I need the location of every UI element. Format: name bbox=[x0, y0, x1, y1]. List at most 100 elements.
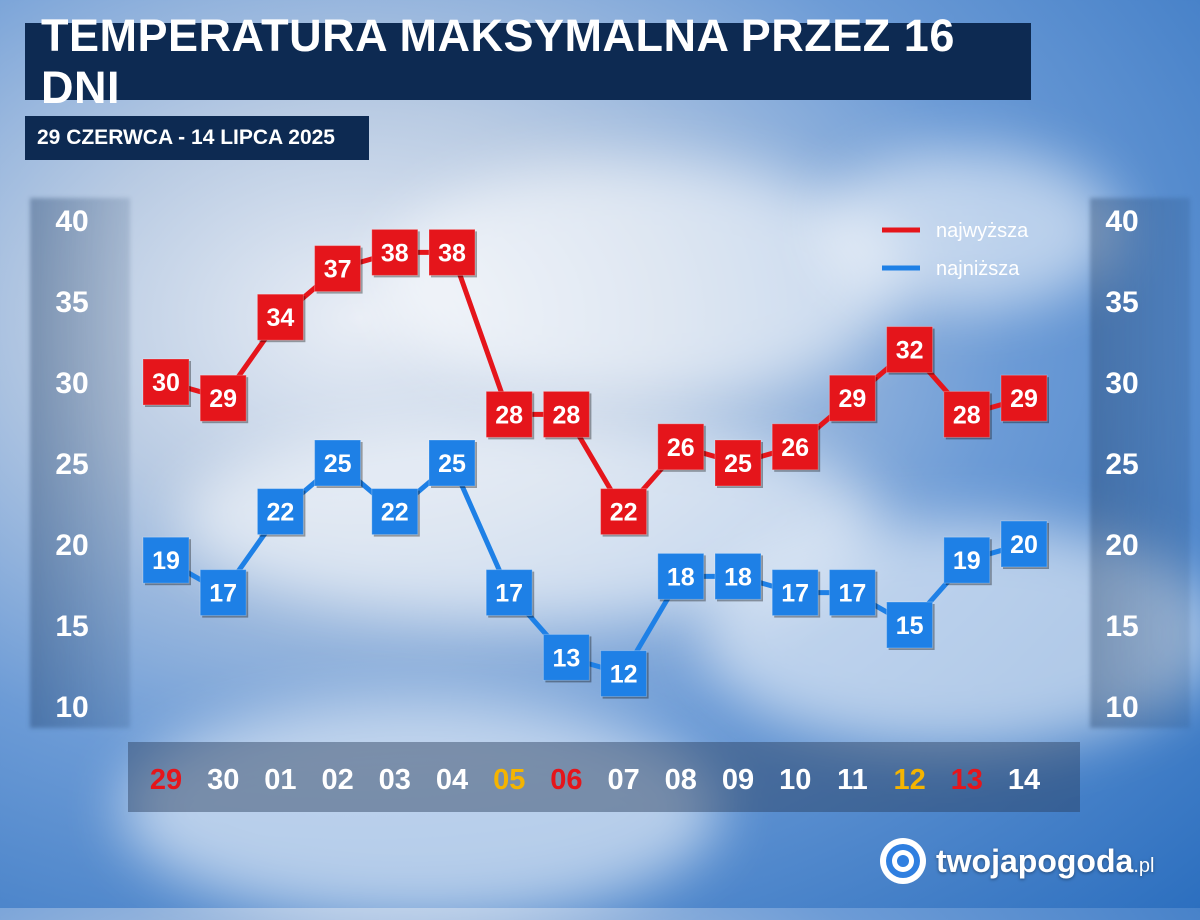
data-label: 29 bbox=[1010, 385, 1038, 413]
brand-logo: twojapogoda.pl bbox=[880, 838, 1154, 884]
title-banner: TEMPERATURA MAKSYMALNA PRZEZ 16 DNI bbox=[25, 10, 1031, 113]
background-cloud bbox=[120, 700, 720, 920]
data-point-box bbox=[886, 601, 934, 649]
x-tick-label: 07 bbox=[607, 764, 639, 796]
data-label: 22 bbox=[266, 499, 294, 527]
y-tick-label-right: 30 bbox=[1105, 367, 1138, 400]
data-label: 13 bbox=[552, 644, 580, 672]
data-point-box bbox=[1000, 520, 1048, 568]
x-tick-label: 09 bbox=[722, 764, 754, 796]
data-label: 18 bbox=[667, 563, 695, 591]
data-point-box bbox=[828, 569, 876, 617]
x-tick-label: 29 bbox=[150, 764, 182, 796]
data-point-box bbox=[1000, 374, 1048, 422]
x-tick-label: 08 bbox=[665, 764, 697, 796]
y-tick-label-right: 10 bbox=[1105, 691, 1138, 724]
data-point-box bbox=[485, 569, 533, 617]
y-tick-label-left: 35 bbox=[55, 286, 88, 319]
data-label: 19 bbox=[953, 547, 981, 575]
data-point-box bbox=[714, 552, 762, 600]
data-label: 38 bbox=[438, 239, 466, 267]
data-point-box bbox=[371, 488, 419, 536]
x-tick-label: 13 bbox=[951, 764, 983, 796]
logo-icon bbox=[880, 838, 926, 884]
data-label: 17 bbox=[495, 580, 523, 608]
data-label: 32 bbox=[896, 337, 924, 365]
y-tick-label-right: 35 bbox=[1105, 286, 1138, 319]
chart-subtitle: 29 CZERWCA - 14 LIPCA 2025 bbox=[37, 126, 335, 149]
right-axis-band bbox=[1090, 198, 1190, 728]
y-tick-label-left: 25 bbox=[55, 448, 88, 481]
x-tick-label: 12 bbox=[893, 764, 925, 796]
y-tick-label-left: 20 bbox=[55, 529, 88, 562]
y-tick-label-right: 15 bbox=[1105, 610, 1138, 643]
data-label: 12 bbox=[610, 661, 638, 689]
subtitle-banner: 29 CZERWCA - 14 LIPCA 2025 bbox=[25, 116, 369, 160]
data-point-box bbox=[657, 423, 705, 471]
data-label: 18 bbox=[724, 563, 752, 591]
data-label: 28 bbox=[552, 401, 580, 429]
left-axis-band bbox=[30, 198, 130, 728]
data-point-box bbox=[199, 569, 247, 617]
data-point-box bbox=[771, 423, 819, 471]
x-tick-label: 10 bbox=[779, 764, 811, 796]
data-point-box bbox=[371, 228, 419, 276]
data-point-box bbox=[943, 390, 991, 438]
data-point-box bbox=[542, 390, 590, 438]
data-label: 29 bbox=[838, 385, 866, 413]
data-label: 28 bbox=[953, 401, 981, 429]
chart-title: TEMPERATURA MAKSYMALNA PRZEZ 16 DNI bbox=[41, 9, 955, 113]
data-label: 38 bbox=[381, 239, 409, 267]
data-point-box bbox=[714, 439, 762, 487]
x-tick-label: 05 bbox=[493, 764, 525, 796]
data-label: 25 bbox=[724, 450, 752, 478]
y-tick-label-left: 40 bbox=[55, 205, 88, 238]
data-point-box bbox=[199, 374, 247, 422]
data-point-box bbox=[142, 536, 190, 584]
logo-text: twojapogoda.pl bbox=[936, 842, 1155, 879]
data-label: 26 bbox=[667, 434, 695, 462]
data-point-box bbox=[600, 650, 648, 698]
data-label: 22 bbox=[381, 499, 409, 527]
series-line bbox=[164, 460, 1025, 677]
data-label: 17 bbox=[838, 580, 866, 608]
data-point-box bbox=[485, 390, 533, 438]
y-tick-label-right: 40 bbox=[1105, 205, 1138, 238]
data-point-box bbox=[657, 552, 705, 600]
data-label: 19 bbox=[152, 547, 180, 575]
data-point-box bbox=[943, 536, 991, 584]
data-point-box bbox=[886, 326, 934, 374]
data-point-box bbox=[771, 569, 819, 617]
data-point-box bbox=[428, 439, 476, 487]
y-tick-label-left: 15 bbox=[55, 610, 88, 643]
x-tick-label: 02 bbox=[321, 764, 353, 796]
y-tick-label-left: 30 bbox=[55, 367, 88, 400]
data-label: 17 bbox=[209, 580, 237, 608]
data-point-box bbox=[314, 439, 362, 487]
x-tick-label: 04 bbox=[436, 764, 468, 796]
data-label: 25 bbox=[438, 450, 466, 478]
data-point-box bbox=[314, 245, 362, 293]
data-label: 25 bbox=[324, 450, 352, 478]
x-tick-label: 11 bbox=[837, 764, 868, 796]
data-label: 30 bbox=[152, 369, 180, 397]
data-point-box bbox=[142, 358, 190, 406]
background-cloud bbox=[380, 160, 900, 400]
x-tick-label: 30 bbox=[207, 764, 239, 796]
data-label: 26 bbox=[781, 434, 809, 462]
x-tick-label: 03 bbox=[379, 764, 411, 796]
data-point-box bbox=[256, 488, 304, 536]
x-tick-label: 01 bbox=[264, 764, 296, 796]
x-tick-label: 06 bbox=[550, 764, 582, 796]
data-label: 34 bbox=[266, 304, 294, 332]
y-tick-label-right: 25 bbox=[1105, 448, 1138, 481]
data-label: 20 bbox=[1010, 531, 1038, 559]
data-point-box bbox=[828, 374, 876, 422]
data-label: 28 bbox=[495, 401, 523, 429]
data-label: 15 bbox=[896, 612, 924, 640]
legend-label: najniższa bbox=[936, 258, 1020, 280]
data-point-box bbox=[600, 488, 648, 536]
date-axis-band bbox=[128, 742, 1080, 812]
x-tick-label: 14 bbox=[1008, 764, 1040, 796]
